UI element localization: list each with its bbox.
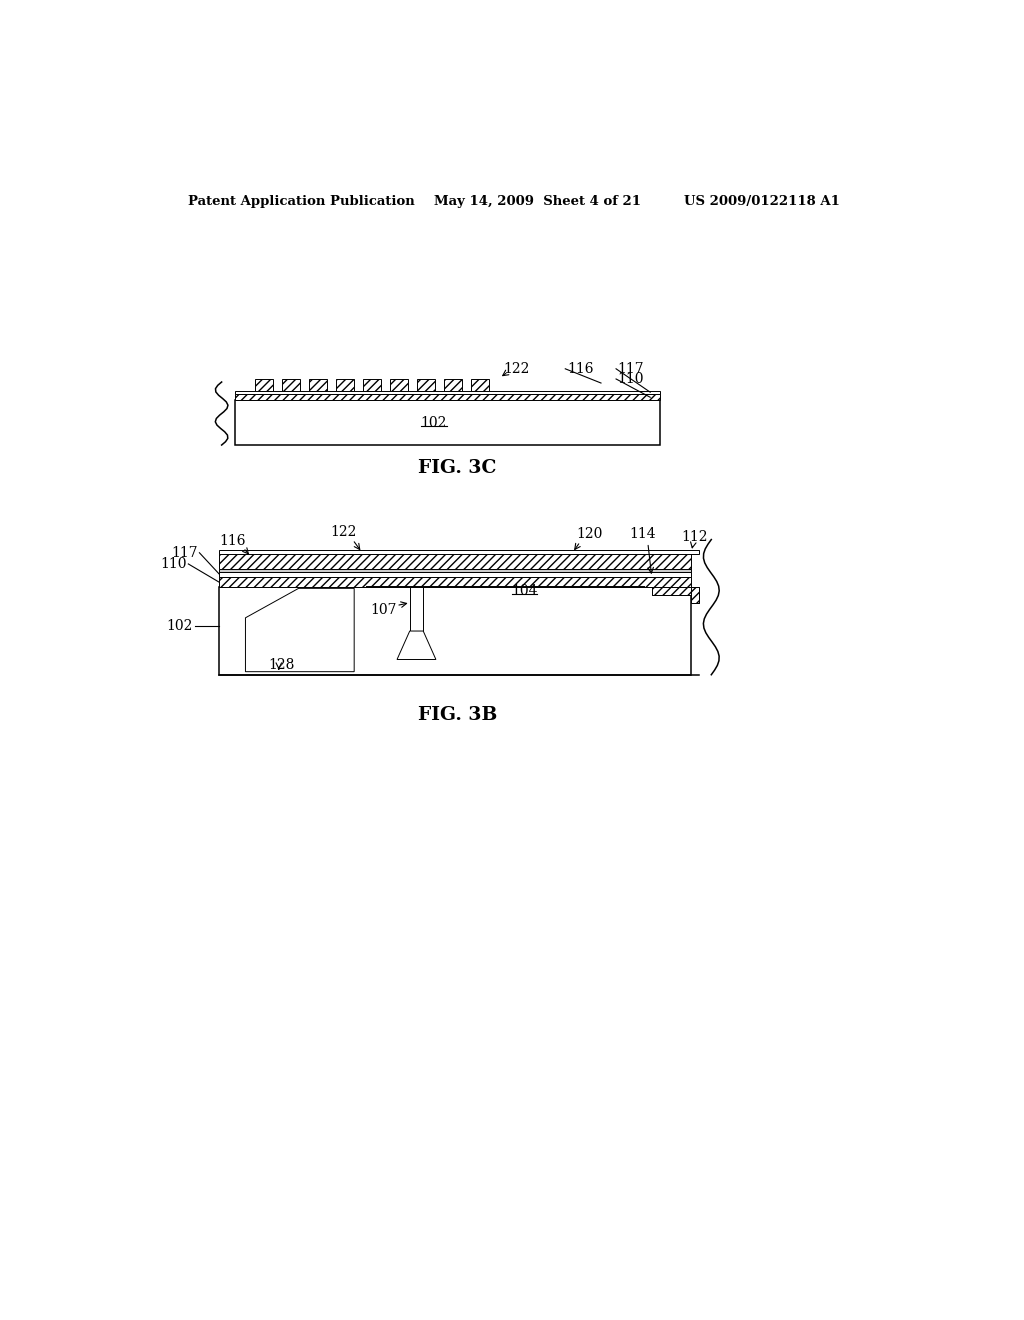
Text: May 14, 2009  Sheet 4 of 21: May 14, 2009 Sheet 4 of 21 — [433, 195, 641, 209]
Text: FIG. 3B: FIG. 3B — [418, 706, 497, 725]
Text: 102: 102 — [167, 619, 194, 634]
Text: 117: 117 — [617, 362, 644, 376]
Text: 104: 104 — [512, 585, 538, 598]
Polygon shape — [397, 631, 436, 660]
Bar — [219, 587, 691, 675]
Bar — [282, 379, 300, 391]
Bar — [219, 554, 691, 569]
Text: US 2009/0122118 A1: US 2009/0122118 A1 — [684, 195, 840, 209]
Text: 120: 120 — [577, 528, 603, 541]
Text: 122: 122 — [504, 362, 530, 376]
Text: FIG. 3C: FIG. 3C — [418, 459, 497, 478]
Text: 116: 116 — [219, 533, 246, 548]
Text: 112: 112 — [681, 529, 708, 544]
Polygon shape — [246, 589, 354, 672]
Bar — [443, 379, 462, 391]
Text: 116: 116 — [567, 362, 593, 376]
Bar — [410, 587, 423, 631]
Bar — [691, 587, 699, 602]
Text: 110: 110 — [617, 372, 644, 385]
Bar — [236, 395, 659, 400]
Text: 122: 122 — [331, 525, 357, 540]
Bar — [255, 379, 273, 391]
Bar — [309, 379, 328, 391]
Bar — [219, 572, 691, 577]
Bar — [390, 379, 409, 391]
Text: 102: 102 — [420, 416, 446, 430]
Bar — [362, 379, 381, 391]
Bar — [471, 379, 489, 391]
Bar — [652, 587, 691, 595]
Text: 107: 107 — [371, 603, 396, 616]
Text: 117: 117 — [171, 545, 198, 560]
Text: Patent Application Publication: Patent Application Publication — [187, 195, 415, 209]
Bar — [236, 391, 659, 395]
Bar — [219, 549, 699, 554]
Bar — [219, 569, 691, 572]
Polygon shape — [652, 587, 699, 602]
Text: 128: 128 — [268, 657, 294, 672]
Bar — [336, 379, 354, 391]
Bar — [236, 400, 659, 445]
Bar — [219, 577, 691, 587]
Text: 110: 110 — [160, 557, 186, 572]
Bar — [417, 379, 435, 391]
Text: 114: 114 — [630, 528, 656, 541]
